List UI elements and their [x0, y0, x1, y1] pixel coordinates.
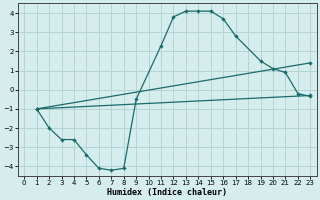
X-axis label: Humidex (Indice chaleur): Humidex (Indice chaleur)	[107, 188, 227, 197]
